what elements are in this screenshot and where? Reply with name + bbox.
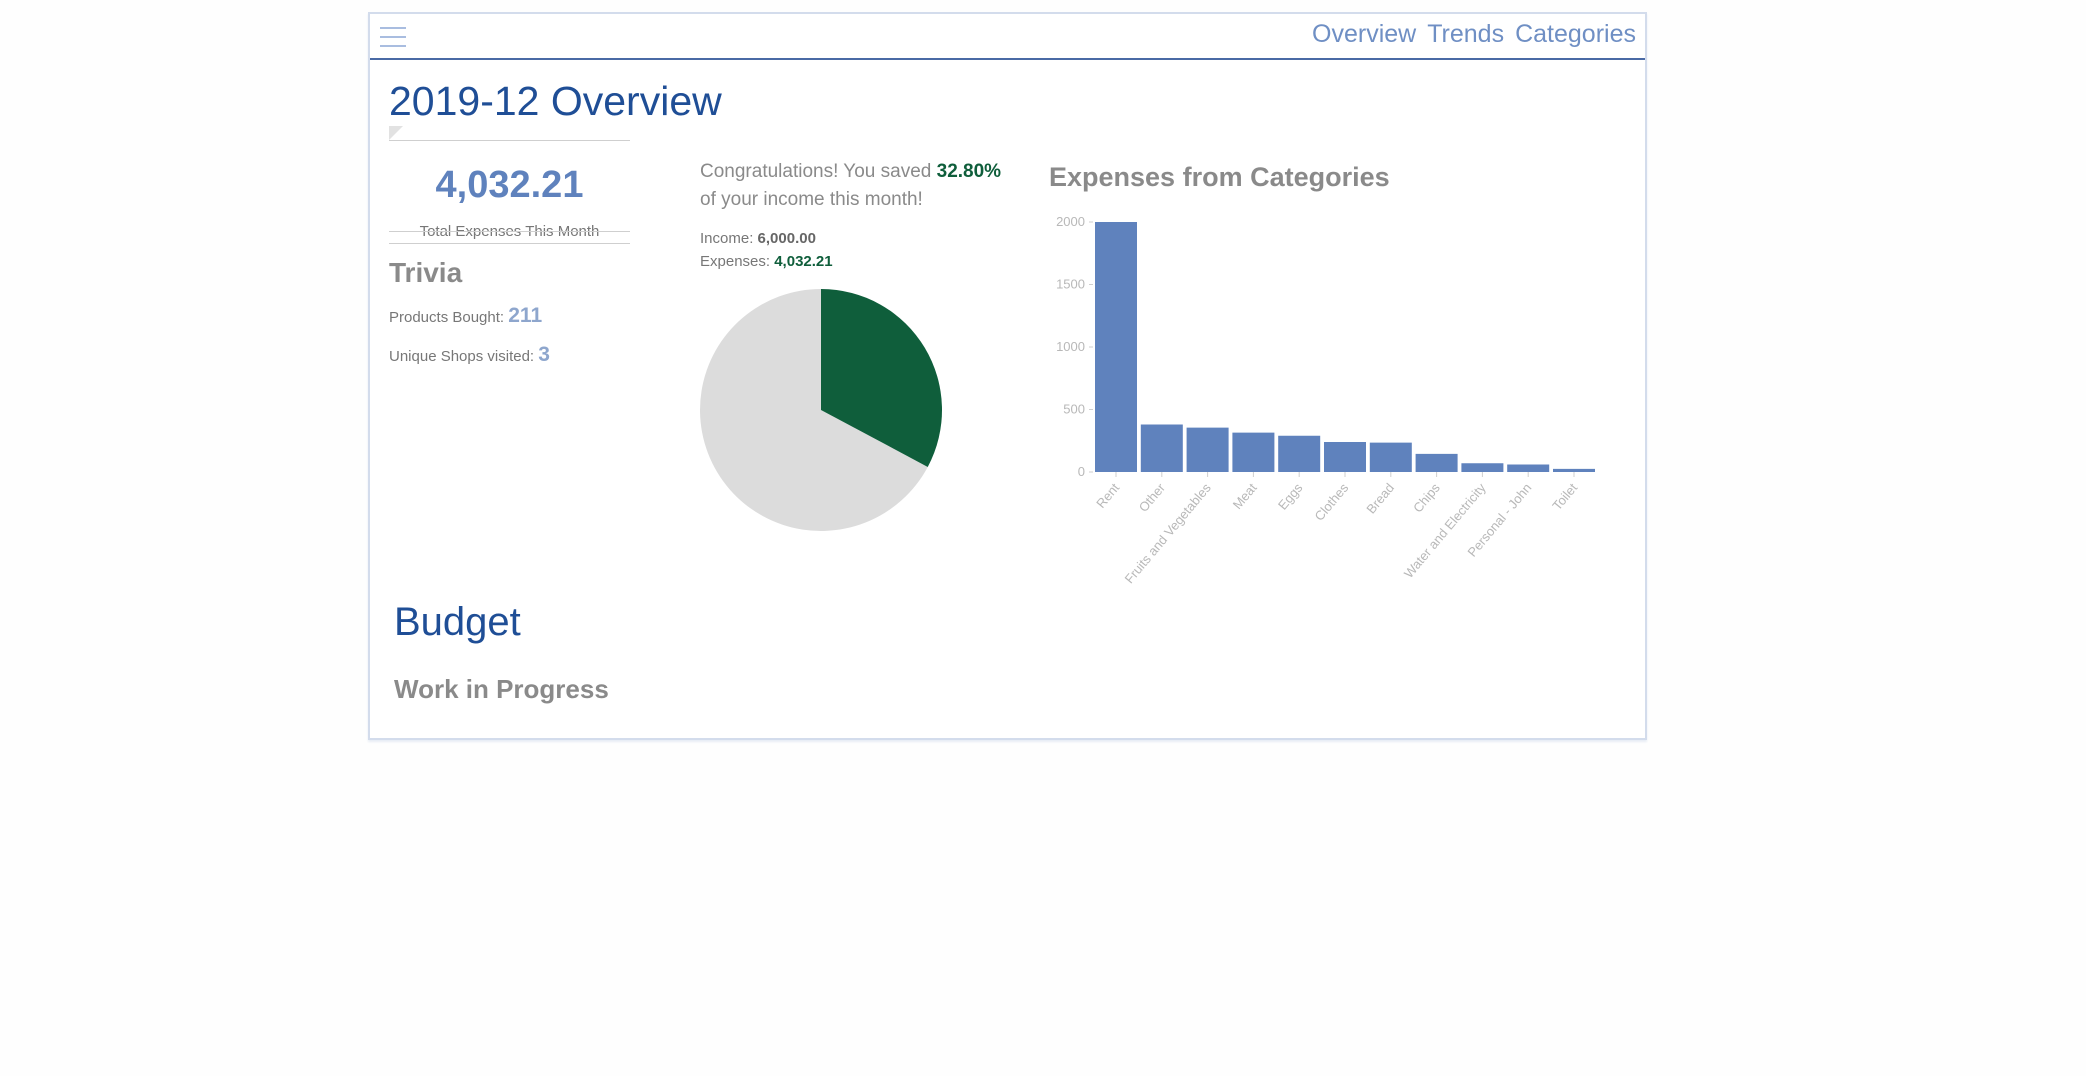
top-nav: Overview Trends Categories: [1312, 20, 1636, 49]
bar-fruits-and-vegetables[interactable]: [1186, 427, 1229, 472]
income-line: Income: 6,000.00: [700, 230, 816, 247]
bar-clothes[interactable]: [1324, 442, 1366, 472]
bar-other[interactable]: [1140, 424, 1183, 473]
total-expenses-value: 4,032.21: [435, 164, 584, 206]
y-tick-label: 500: [1063, 402, 1085, 417]
bar-eggs[interactable]: [1278, 435, 1321, 472]
savings-message: Congratulations! You saved 32.80% of you…: [700, 158, 1010, 214]
x-tick-label: Toilet: [1549, 480, 1580, 513]
unique-shops-label: Unique Shops visited:: [389, 348, 535, 365]
y-tick-label: 0: [1078, 464, 1085, 479]
expenses-label: Expenses:: [700, 253, 771, 270]
x-tick-label: Eggs: [1275, 480, 1306, 513]
chart-title: Expenses from Categories: [1049, 162, 1390, 192]
income-label: Income:: [700, 230, 754, 247]
nav-overview-link[interactable]: Overview: [1312, 20, 1417, 48]
x-tick-label: Chips: [1410, 480, 1443, 515]
nav-trends-link[interactable]: Trends: [1427, 20, 1505, 48]
bar-water-and-electricity[interactable]: [1461, 463, 1504, 472]
x-tick-label: Meat: [1230, 480, 1260, 512]
bar-toilet[interactable]: [1553, 468, 1595, 472]
y-tick-label: 1500: [1056, 277, 1085, 292]
bar-meat[interactable]: [1232, 432, 1275, 472]
products-bought-stat: Products Bought: 211: [389, 304, 542, 328]
budget-heading: Budget: [394, 600, 521, 644]
expenses-line: Expenses: 4,032.21: [700, 253, 833, 270]
x-tick-label: Rent: [1093, 480, 1122, 511]
bar-chips[interactable]: [1415, 453, 1458, 472]
x-tick-label: Fruits and Vegetables: [1122, 480, 1215, 586]
app-window: Overview Trends Categories 2019-12 Overv…: [368, 12, 1647, 740]
products-bought-value: 211: [508, 304, 543, 327]
y-tick-label: 1000: [1056, 339, 1085, 354]
page-title: 2019-12 Overview: [389, 78, 722, 124]
savings-prefix: Congratulations! You saved: [700, 161, 932, 182]
nav-categories-link[interactable]: Categories: [1515, 20, 1636, 48]
top-navbar: Overview Trends Categories: [370, 14, 1645, 60]
budget-status: Work in Progress: [394, 674, 609, 704]
pie-slice-saved: [821, 289, 942, 467]
bar-rent[interactable]: [1095, 222, 1137, 472]
pie-slice-spent: [700, 289, 928, 531]
x-tick-label: Water and Electricity: [1401, 480, 1489, 581]
loading-spinner-icon: [389, 126, 403, 140]
expenses-value: 4,032.21: [774, 253, 833, 270]
bar-personal-john[interactable]: [1507, 464, 1550, 473]
bar-bread[interactable]: [1369, 442, 1412, 472]
x-tick-label: Clothes: [1311, 480, 1351, 524]
hamburger-menu-icon[interactable]: [380, 25, 406, 49]
divider: [389, 231, 630, 232]
income-value: 6,000.00: [757, 230, 816, 247]
x-tick-label: Other: [1136, 480, 1169, 515]
divider: [389, 140, 630, 141]
x-tick-label: Bread: [1363, 480, 1397, 516]
trivia-heading: Trivia: [389, 257, 463, 288]
savings-percent: 32.80%: [936, 161, 1002, 182]
unique-shops-stat: Unique Shops visited: 3: [389, 343, 550, 367]
y-tick-label: 2000: [1056, 214, 1085, 229]
savings-suffix: of your income this month!: [700, 189, 923, 210]
products-bought-label: Products Bought:: [389, 309, 505, 326]
savings-pie-chart: [700, 289, 942, 531]
divider: [389, 243, 630, 244]
unique-shops-value: 3: [538, 343, 550, 366]
